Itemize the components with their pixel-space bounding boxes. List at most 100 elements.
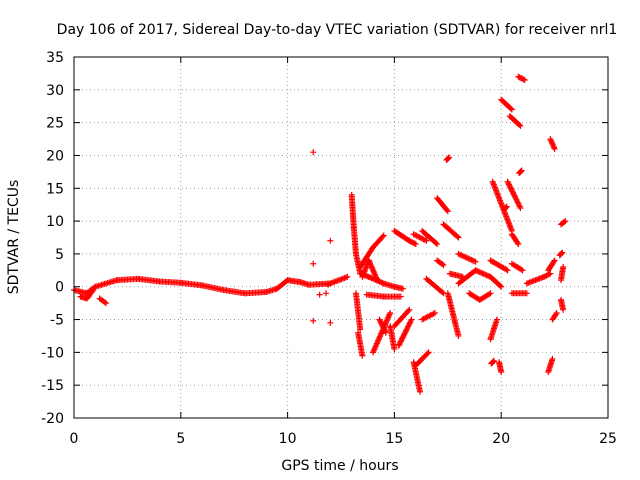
data-point: [515, 241, 522, 248]
data-point: [497, 282, 504, 289]
data-point: [560, 306, 567, 313]
data-point: [377, 319, 384, 326]
data-point: [509, 188, 516, 195]
data-point: [405, 322, 412, 329]
data-point: [512, 195, 519, 202]
y-tick-label: 0: [55, 280, 64, 296]
plot-frame: [73, 56, 609, 419]
data-point: [310, 260, 317, 267]
data-point: [511, 192, 518, 199]
data-point: [407, 319, 414, 326]
data-point: [316, 291, 323, 298]
grid-lines: [74, 57, 608, 418]
data-point: [520, 76, 527, 83]
data-point: [503, 204, 510, 211]
data-point: [506, 182, 513, 189]
data-point: [401, 330, 408, 337]
data-point: [507, 105, 514, 112]
x-axis-label: GPS time / hours: [281, 458, 398, 474]
data-point: [496, 359, 503, 366]
data-point: [397, 338, 404, 345]
data-point: [439, 289, 446, 296]
data-point: [489, 359, 496, 366]
data-point: [487, 336, 494, 343]
data-point: [396, 341, 403, 348]
y-tick-label: 20: [46, 148, 64, 164]
data-point: [560, 264, 567, 271]
data-point: [547, 270, 554, 277]
y-tick-label: 25: [46, 116, 64, 132]
data-point: [545, 266, 552, 273]
data-point: [407, 317, 414, 324]
data-point: [516, 121, 523, 128]
data-point: [505, 181, 512, 188]
data-point: [561, 218, 568, 225]
data-point: [516, 203, 523, 210]
data-point: [327, 319, 334, 326]
data-point: [379, 233, 386, 240]
data-point: [344, 273, 351, 280]
data-point: [508, 187, 515, 193]
data-point: [425, 349, 432, 356]
data-point: [552, 311, 559, 318]
data-point: [517, 204, 524, 211]
y-tick-label: 15: [46, 181, 64, 197]
data-point: [558, 250, 565, 257]
data-point: [387, 309, 394, 316]
data-point: [517, 122, 524, 129]
data-point: [90, 287, 97, 294]
data-point: [310, 317, 317, 324]
data-point: [546, 271, 553, 278]
y-tick-label: 10: [46, 214, 64, 230]
data-point: [406, 306, 413, 313]
data-point: [545, 369, 552, 376]
data-point: [399, 334, 406, 341]
data-point: [553, 309, 560, 316]
data-point: [490, 358, 497, 365]
data-point: [518, 168, 525, 175]
data-point: [327, 237, 334, 244]
data-point: [505, 180, 512, 187]
data-point: [399, 335, 406, 342]
axis-ticks: [73, 56, 609, 419]
data-point: [545, 267, 552, 274]
data-point: [397, 293, 404, 300]
data-point: [551, 145, 558, 152]
data-point: [443, 207, 450, 214]
data-point: [504, 178, 511, 185]
data-point: [513, 196, 520, 203]
data-point: [514, 239, 521, 246]
data-point: [417, 388, 424, 395]
data-point: [440, 262, 447, 269]
data-point: [514, 198, 521, 205]
data-point: [403, 326, 410, 333]
y-tick-label: 35: [46, 50, 64, 66]
y-tick-label: -5: [50, 313, 64, 329]
data-point: [404, 324, 411, 331]
data-points: [71, 73, 569, 395]
data-point: [507, 185, 514, 192]
data-point: [408, 316, 415, 323]
data-point: [103, 300, 110, 307]
data-point: [402, 328, 409, 335]
data-point: [434, 241, 441, 248]
x-tick-label: 20: [492, 431, 510, 447]
data-point: [377, 317, 384, 324]
data-point: [562, 218, 569, 225]
data-point: [516, 202, 523, 209]
data-point: [444, 208, 451, 215]
data-point: [514, 199, 521, 206]
y-tick-label: -15: [41, 378, 64, 394]
data-point: [446, 154, 453, 161]
data-point: [359, 352, 366, 359]
data-point: [504, 267, 511, 274]
data-point: [503, 266, 510, 273]
tick-labels: 0 5 10 15 20 25 -20 -15 -10 -5 0 5 10 15 20 25 30 35: [41, 50, 617, 447]
data-point: [510, 189, 517, 196]
data-point: [490, 357, 497, 364]
data-point: [503, 203, 510, 210]
y-axis-label: SDTVAR / TECUs: [6, 180, 22, 295]
data-point: [398, 337, 405, 344]
x-tick-label: 10: [279, 431, 297, 447]
